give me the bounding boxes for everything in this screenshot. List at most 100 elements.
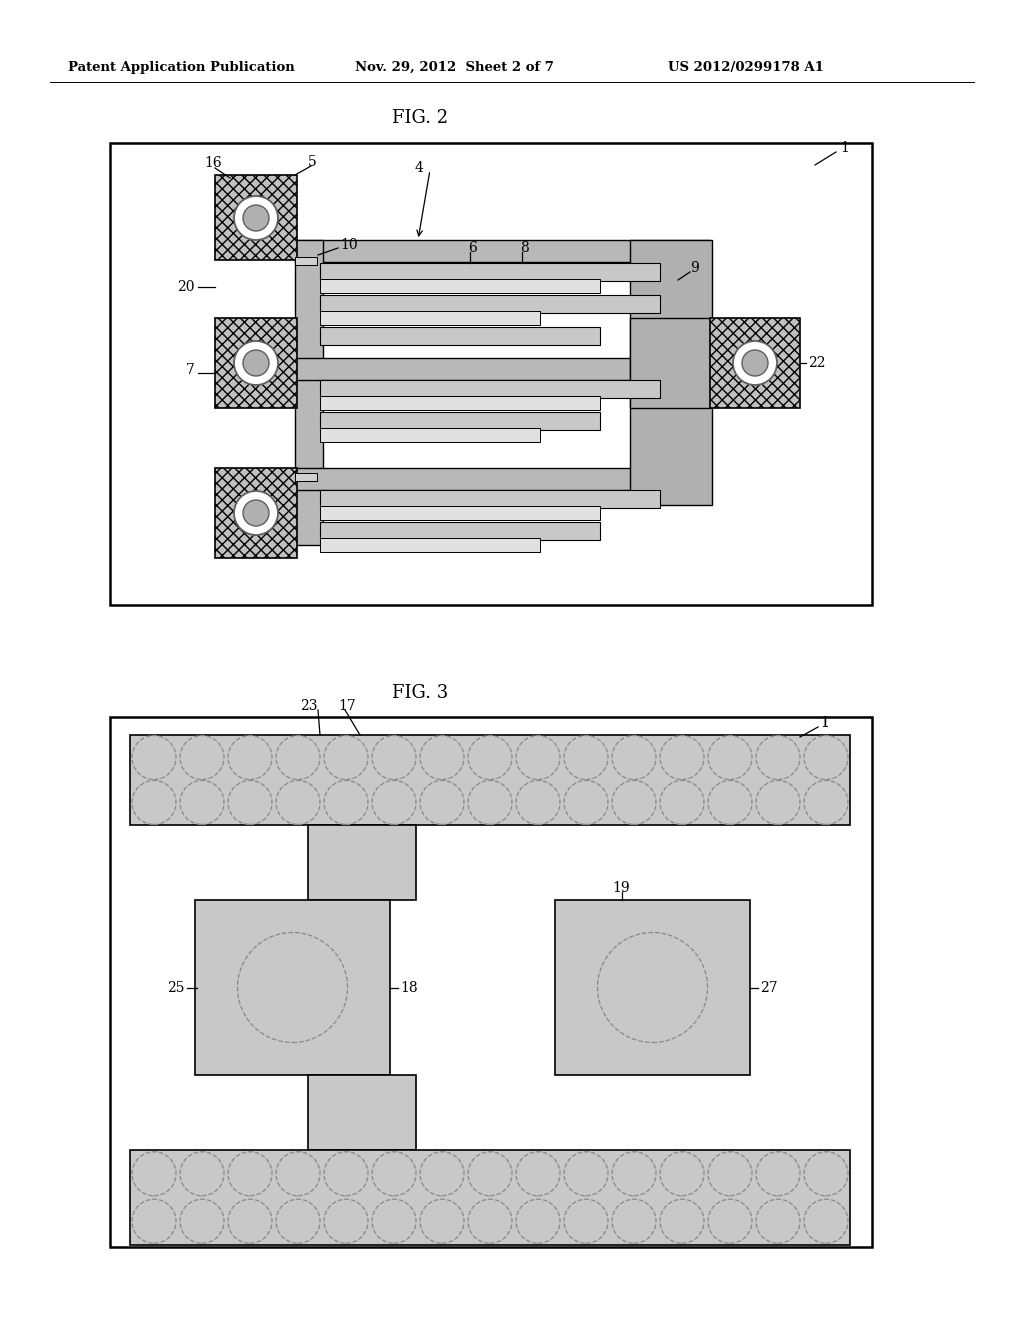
Circle shape bbox=[243, 500, 269, 525]
Text: FIG. 3: FIG. 3 bbox=[392, 684, 449, 702]
Circle shape bbox=[660, 1152, 705, 1196]
Text: 25: 25 bbox=[168, 981, 185, 995]
Circle shape bbox=[132, 735, 176, 780]
Circle shape bbox=[564, 735, 608, 780]
Circle shape bbox=[468, 1200, 512, 1243]
Bar bbox=[295, 257, 317, 265]
Circle shape bbox=[468, 1152, 512, 1196]
Text: Nov. 29, 2012  Sheet 2 of 7: Nov. 29, 2012 Sheet 2 of 7 bbox=[355, 61, 554, 74]
Circle shape bbox=[660, 780, 705, 825]
Circle shape bbox=[564, 780, 608, 825]
Circle shape bbox=[276, 735, 319, 780]
Circle shape bbox=[420, 1152, 464, 1196]
Circle shape bbox=[228, 780, 272, 825]
Circle shape bbox=[756, 1200, 800, 1243]
Bar bbox=[319, 279, 600, 293]
Circle shape bbox=[228, 1152, 272, 1196]
Text: 22: 22 bbox=[808, 356, 825, 370]
Bar bbox=[215, 318, 297, 408]
Bar bbox=[555, 900, 750, 1074]
Bar bbox=[215, 176, 297, 260]
Circle shape bbox=[132, 780, 176, 825]
Text: 9: 9 bbox=[690, 261, 698, 275]
Text: 5: 5 bbox=[308, 154, 316, 169]
Circle shape bbox=[733, 341, 777, 385]
Circle shape bbox=[516, 780, 560, 825]
Circle shape bbox=[804, 1152, 848, 1196]
Text: 16: 16 bbox=[204, 156, 221, 170]
Circle shape bbox=[243, 205, 269, 231]
Circle shape bbox=[420, 735, 464, 780]
Text: Patent Application Publication: Patent Application Publication bbox=[68, 61, 295, 74]
Circle shape bbox=[276, 1152, 319, 1196]
Circle shape bbox=[516, 735, 560, 780]
Bar bbox=[295, 469, 710, 490]
Circle shape bbox=[516, 1200, 560, 1243]
Bar bbox=[319, 294, 660, 313]
Text: 17: 17 bbox=[338, 700, 355, 713]
Circle shape bbox=[756, 735, 800, 780]
Bar bbox=[319, 327, 600, 345]
Circle shape bbox=[660, 735, 705, 780]
Text: 18: 18 bbox=[400, 981, 418, 995]
Bar bbox=[319, 521, 600, 540]
Text: 1: 1 bbox=[820, 715, 828, 730]
Circle shape bbox=[228, 735, 272, 780]
Circle shape bbox=[708, 1152, 752, 1196]
Circle shape bbox=[420, 780, 464, 825]
Circle shape bbox=[132, 1152, 176, 1196]
Circle shape bbox=[612, 1200, 656, 1243]
Text: 27: 27 bbox=[760, 981, 777, 995]
Text: 7: 7 bbox=[186, 363, 195, 378]
Circle shape bbox=[132, 1200, 176, 1243]
Circle shape bbox=[564, 1200, 608, 1243]
Circle shape bbox=[372, 1152, 416, 1196]
Circle shape bbox=[708, 735, 752, 780]
Circle shape bbox=[276, 780, 319, 825]
Circle shape bbox=[228, 1200, 272, 1243]
Circle shape bbox=[468, 735, 512, 780]
Circle shape bbox=[372, 735, 416, 780]
Circle shape bbox=[612, 780, 656, 825]
Circle shape bbox=[324, 1200, 368, 1243]
Bar bbox=[319, 396, 600, 411]
Circle shape bbox=[238, 932, 347, 1043]
Circle shape bbox=[564, 1152, 608, 1196]
Bar bbox=[319, 490, 660, 508]
Bar bbox=[710, 318, 800, 408]
Bar bbox=[110, 717, 872, 1247]
Bar bbox=[130, 735, 850, 825]
Circle shape bbox=[708, 780, 752, 825]
Circle shape bbox=[180, 1152, 224, 1196]
Text: 10: 10 bbox=[340, 238, 357, 252]
Circle shape bbox=[324, 780, 368, 825]
Bar bbox=[215, 469, 297, 558]
Text: US 2012/0299178 A1: US 2012/0299178 A1 bbox=[668, 61, 824, 74]
Circle shape bbox=[234, 341, 278, 385]
Circle shape bbox=[180, 735, 224, 780]
Circle shape bbox=[612, 735, 656, 780]
Bar bbox=[630, 318, 710, 408]
Circle shape bbox=[612, 1152, 656, 1196]
Circle shape bbox=[708, 1200, 752, 1243]
Bar bbox=[308, 825, 416, 900]
Text: 23: 23 bbox=[300, 700, 318, 713]
Circle shape bbox=[597, 932, 708, 1043]
Circle shape bbox=[324, 735, 368, 780]
Circle shape bbox=[804, 735, 848, 780]
Circle shape bbox=[243, 350, 269, 376]
Text: 1: 1 bbox=[820, 715, 828, 730]
Circle shape bbox=[756, 1152, 800, 1196]
Text: 8: 8 bbox=[520, 242, 528, 255]
Circle shape bbox=[420, 1200, 464, 1243]
Text: 6: 6 bbox=[468, 242, 477, 255]
Bar bbox=[319, 380, 660, 399]
Circle shape bbox=[372, 780, 416, 825]
Bar bbox=[295, 473, 317, 480]
Bar bbox=[130, 1150, 850, 1245]
Circle shape bbox=[804, 1200, 848, 1243]
Circle shape bbox=[804, 780, 848, 825]
Text: 19: 19 bbox=[612, 880, 630, 895]
Circle shape bbox=[372, 1200, 416, 1243]
Text: 1: 1 bbox=[840, 141, 849, 154]
